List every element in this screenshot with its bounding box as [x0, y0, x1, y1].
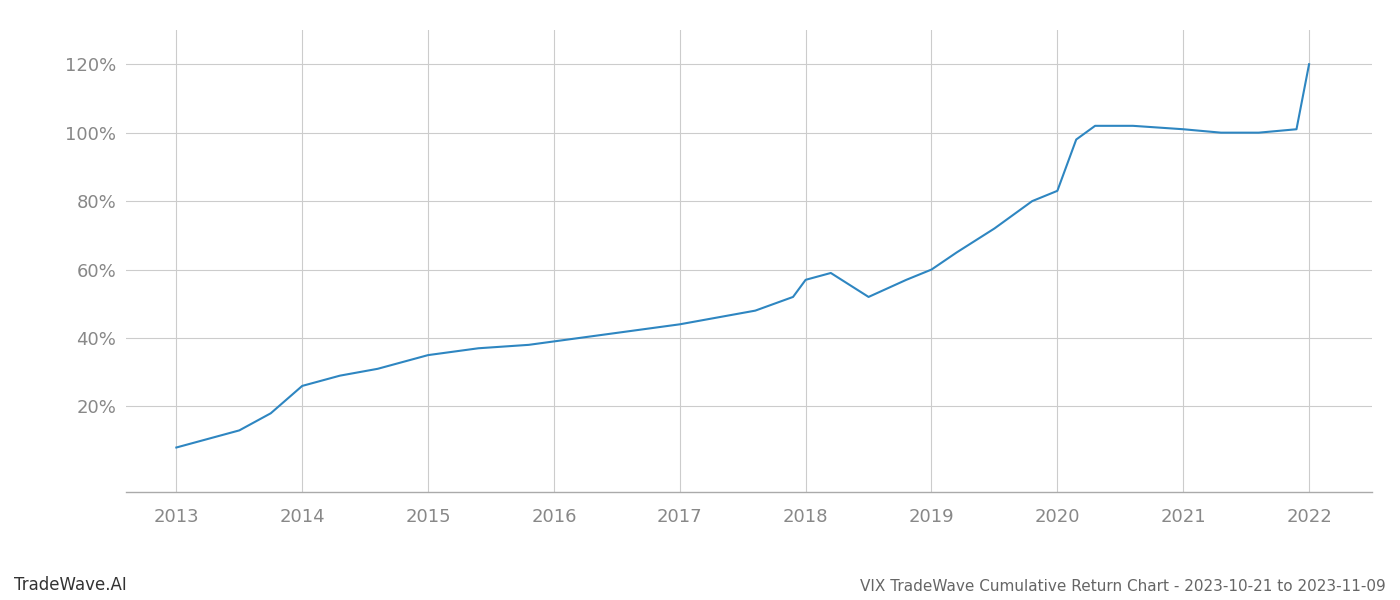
Text: VIX TradeWave Cumulative Return Chart - 2023-10-21 to 2023-11-09: VIX TradeWave Cumulative Return Chart - … — [860, 579, 1386, 594]
Text: TradeWave.AI: TradeWave.AI — [14, 576, 127, 594]
